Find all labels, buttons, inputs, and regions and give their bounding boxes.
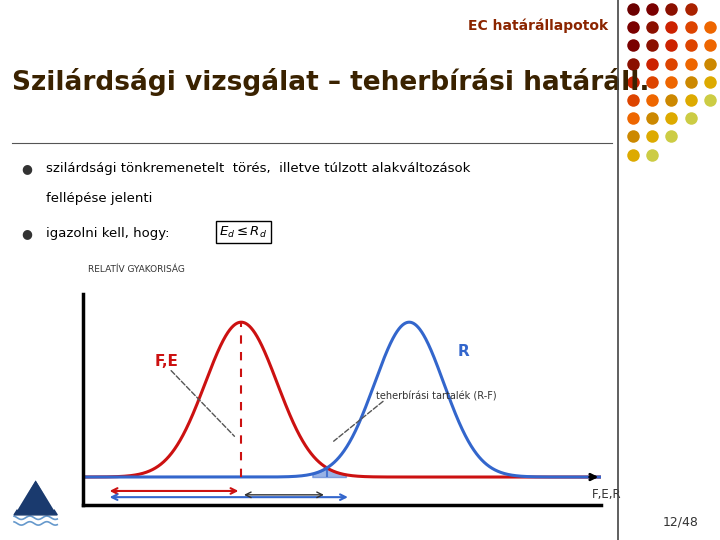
Text: R: R bbox=[457, 344, 469, 359]
Text: 12/48: 12/48 bbox=[662, 515, 698, 528]
Polygon shape bbox=[19, 487, 36, 515]
Text: ●: ● bbox=[22, 227, 32, 240]
Text: teherbírási tartalék (R-F): teherbírási tartalék (R-F) bbox=[376, 391, 496, 401]
Text: EC határállapotok: EC határállapotok bbox=[469, 19, 608, 33]
Text: F,E: F,E bbox=[155, 354, 179, 368]
Text: $E_d \leq R_d$: $E_d \leq R_d$ bbox=[220, 225, 267, 240]
Text: F,E,R: F,E,R bbox=[592, 488, 621, 501]
Text: RELATÍV GYAKORISÁG: RELATÍV GYAKORISÁG bbox=[88, 265, 185, 274]
Text: igazolni kell, hogy:: igazolni kell, hogy: bbox=[46, 227, 170, 240]
Polygon shape bbox=[14, 481, 58, 515]
Text: szilárdsági tönkremenetelt  törés,  illetve túlzott alakváltozások: szilárdsági tönkremenetelt törés, illetv… bbox=[46, 162, 471, 175]
Text: ●: ● bbox=[22, 162, 32, 175]
Text: Szilárdsági vizsgálat – teherbírási határáll.: Szilárdsági vizsgálat – teherbírási hatá… bbox=[12, 68, 650, 96]
Text: fellépése jelenti: fellépése jelenti bbox=[46, 192, 153, 205]
